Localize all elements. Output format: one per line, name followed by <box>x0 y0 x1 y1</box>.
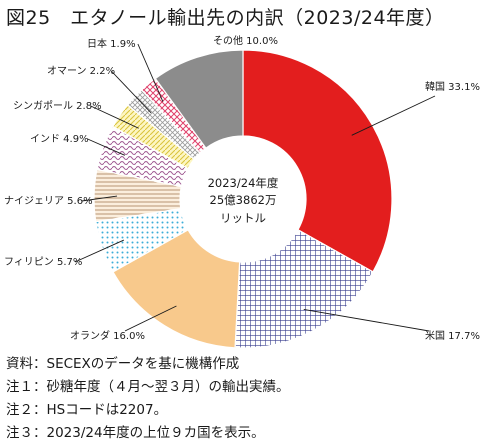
leader-line-9 <box>137 43 164 102</box>
figure-title: 図25 エタノール輸出先の内訳（2023/24年度） <box>6 7 445 29</box>
leader-line-3 <box>124 305 177 332</box>
leader-line-8 <box>110 70 152 114</box>
slice-3 <box>112 228 241 349</box>
slice-label-9: 日本 1.9% <box>87 37 136 50</box>
slice-label-4: フィリピン 5.7% <box>4 256 82 268</box>
slice-label-1: 韓国 33.1% <box>425 81 480 93</box>
slice-label-2: 米国 17.7% <box>425 329 480 342</box>
slice-label-3: オランダ 16.0% <box>70 329 145 342</box>
leader-line-2 <box>303 308 430 332</box>
note-1: 注１：砂糖年度（４月～翌３月）の輸出実績。 <box>6 379 290 395</box>
note-3: 注３：2023/24年度の上位９カ国を表示。 <box>6 425 265 441</box>
donut-chart: 韓国 33.1% 米国 17.7% オランダ 16.0% フィリピン 5.7% ナイジェ… <box>4 34 480 349</box>
center-label-line-3: リットル <box>220 211 266 225</box>
center-label-line-2: 25億3862万 <box>210 193 277 207</box>
leader-line-7 <box>90 105 139 129</box>
leader-line-5 <box>81 195 118 202</box>
donut-center-label: 2023/24年度 25億3862万 リットル <box>208 176 279 225</box>
slice-2 <box>234 228 374 349</box>
source-note: 資料：SECEXのデータを基に機構作成 <box>6 356 240 372</box>
leader-line-1 <box>351 95 436 136</box>
leader-line-4 <box>74 239 125 263</box>
slice-label-6: インド 4.9% <box>30 134 89 145</box>
note-2: 注２：HSコードは2207。 <box>6 402 168 418</box>
slice-10 <box>154 49 244 149</box>
slice-1 <box>242 49 393 273</box>
slice-label-8: オマーン 2.2% <box>47 65 115 77</box>
notes: 資料：SECEXのデータを基に機構作成 注１：砂糖年度（４月～翌３月）の輸出実績… <box>6 353 290 445</box>
leader-line-6 <box>87 138 125 156</box>
slice-label-7: シンガポール 2.8% <box>13 100 102 112</box>
center-label-line-1: 2023/24年度 <box>208 176 279 190</box>
slice-label-10: その他 10.0% <box>213 34 278 47</box>
slice-label-5: ナイジェリア 5.6% <box>4 195 93 207</box>
